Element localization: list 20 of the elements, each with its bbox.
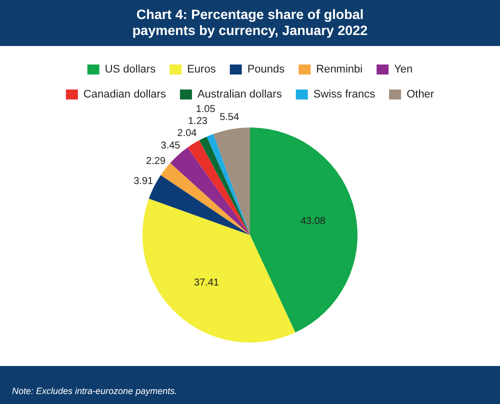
chart-title: Chart 4: Percentage share of global payments by currency, January 2022 [0,0,500,46]
legend-label: Euros [187,64,216,76]
data-label: 3.91 [134,176,154,187]
data-label: 2.29 [146,156,166,168]
data-label: 1.23 [188,116,208,128]
legend-label: Pounds [247,64,286,76]
text: Note: Excludes intra-eurozone payments. [0,366,500,404]
data-label: 3.45 [160,140,181,152]
legend-label: Other [406,88,434,101]
legend-label: Swiss francs [313,88,376,101]
data-label: 1.05 [196,104,216,116]
data-label: 5.54 [220,112,240,124]
legend-label: US dollars [104,64,156,76]
legend-label: Australian dollars [197,88,282,101]
data-label: 2.04 [177,128,198,140]
legend-label: Yen [394,64,413,76]
legend-label: Canadian dollars [83,88,166,101]
legend-label: Renminbi [316,64,363,76]
data-label: 43.08 [300,216,326,227]
data-label: 37.41 [194,277,220,288]
